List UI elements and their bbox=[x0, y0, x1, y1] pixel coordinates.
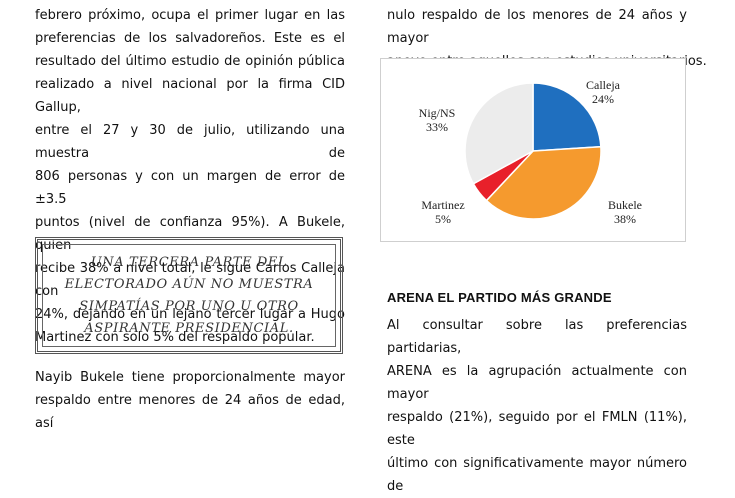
pie-label-name: Martinez bbox=[421, 198, 464, 212]
pie-chart: Calleja 24% Bukele 38% Martinez 5% Nig/NS 33% bbox=[380, 58, 686, 242]
pie-label-value: 33% bbox=[426, 120, 448, 134]
text-line: febrero próximo, ocupa el primer lugar e… bbox=[35, 8, 345, 23]
text-line: respaldo entre menores de 24 años de eda… bbox=[35, 393, 345, 431]
pull-quote-inner: UNA TERCERA PARTE DEL ELECTORADO AÚN NO … bbox=[42, 244, 336, 347]
pull-quote-line: SIMPATÍAS POR UNO U OTRO bbox=[79, 298, 299, 314]
text-line: Nayib Bukele tiene proporcionalmente may… bbox=[35, 370, 345, 385]
text-line: 806 personas y con un margen de error de… bbox=[35, 169, 345, 207]
text-line: Martinez con solo 5% del respaldo popula… bbox=[35, 330, 315, 345]
pie-label-name: Nig/NS bbox=[419, 106, 456, 120]
pie-slice-calleja bbox=[532, 82, 602, 152]
arena-paragraph: Al consultar sobre las preferencias part… bbox=[387, 314, 687, 498]
intro-paragraph: febrero próximo, ocupa el primer lugar e… bbox=[35, 4, 345, 349]
left-column: febrero próximo, ocupa el primer lugar e… bbox=[35, 0, 345, 349]
pull-quote-line: ELECTORADO AÚN NO MUESTRA bbox=[64, 276, 314, 292]
pull-quote: UNA TERCERA PARTE DEL ELECTORADO AÚN NO … bbox=[35, 237, 343, 354]
second-paragraph: Nayib Bukele tiene proporcionalmente may… bbox=[35, 366, 345, 435]
section-heading: ARENA EL PARTIDO MÁS GRANDE bbox=[387, 290, 612, 305]
pull-quote-line: ASPIRANTE PRESIDENCIAL. bbox=[84, 320, 294, 336]
pie-slice-bukele bbox=[485, 145, 602, 220]
text-line: recibe 38% a nivel total, le sigue Carlo… bbox=[35, 261, 345, 299]
text-line: Al consultar sobre las preferencias part… bbox=[387, 318, 687, 356]
pie-label-name: Calleja bbox=[586, 78, 621, 92]
text-line: respaldo (21%), seguido por el FMLN (11%… bbox=[387, 410, 687, 448]
text-line: preferencias de los salvadoreños. Este e… bbox=[35, 31, 345, 46]
pie-label-value: 24% bbox=[592, 92, 614, 106]
pie-label-name: Bukele bbox=[608, 198, 642, 212]
pull-quote-line: UNA TERCERA PARTE DEL bbox=[90, 254, 288, 270]
pie-label-value: 5% bbox=[435, 212, 451, 226]
text-line: 24%, dejando en un lejano tercer lugar a… bbox=[35, 307, 345, 322]
text-line: nulo respaldo de los menores de 24 años … bbox=[387, 8, 687, 46]
text-line: último con significativamente mayor núme… bbox=[387, 456, 687, 494]
text-line: puntos (nivel de confianza 95%). A Bukel… bbox=[35, 215, 345, 253]
text-line: ARENA es la agrupación actualmente con m… bbox=[387, 364, 687, 402]
pie-label-value: 38% bbox=[614, 212, 636, 226]
text-line: resultado del último estudio de opinión … bbox=[35, 54, 345, 69]
text-line: realizado a nivel nacional por la firma … bbox=[35, 77, 345, 115]
pie-slice-nigns bbox=[464, 82, 534, 185]
text-line: entre el 27 y 30 de julio, utilizando un… bbox=[35, 123, 345, 161]
